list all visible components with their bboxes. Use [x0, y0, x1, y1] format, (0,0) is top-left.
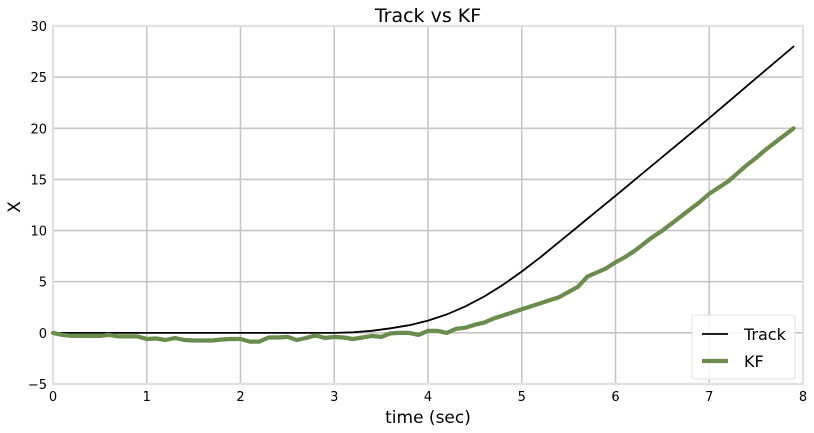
y-tick-label: 25: [30, 71, 47, 86]
plot-border: [51, 24, 805, 386]
y-tick-label: 30: [30, 20, 47, 35]
series-line-kf: [50, 126, 796, 344]
series-line-track: [52, 45, 795, 334]
x-tick-label: 6: [611, 390, 619, 405]
x-tick-label: 4: [424, 390, 432, 405]
y-tick-label: −5: [28, 378, 47, 393]
y-axis-label: X: [5, 201, 25, 213]
legend-label-track: Track: [743, 325, 787, 344]
y-tick-label: 0: [39, 327, 47, 342]
x-axis-label: time (sec): [385, 408, 471, 428]
series-group: [50, 45, 796, 344]
x-tick-label: 8: [799, 390, 807, 405]
plot-frame: [51, 24, 805, 386]
x-tick-label: 1: [143, 390, 151, 405]
x-tick-label: 0: [49, 390, 57, 405]
legend: Track KF: [691, 314, 796, 380]
y-tick-label: 5: [39, 276, 47, 291]
x-tick-label: 2: [236, 390, 244, 405]
x-tick-label: 7: [705, 390, 713, 405]
x-tick-label: 3: [330, 390, 338, 405]
y-axis-ticks: −5 0 5 10 15 20 25 30: [28, 20, 47, 393]
chart-title: Track vs KF: [374, 5, 481, 27]
legend-label-kf: KF: [744, 352, 764, 371]
y-tick-label: 15: [30, 173, 47, 188]
x-axis-ticks: 0 1 2 3 4 5 6 7 8: [49, 390, 807, 405]
x-tick-label: 5: [518, 390, 526, 405]
y-tick-label: 20: [30, 122, 47, 137]
y-tick-label: 10: [30, 225, 47, 240]
